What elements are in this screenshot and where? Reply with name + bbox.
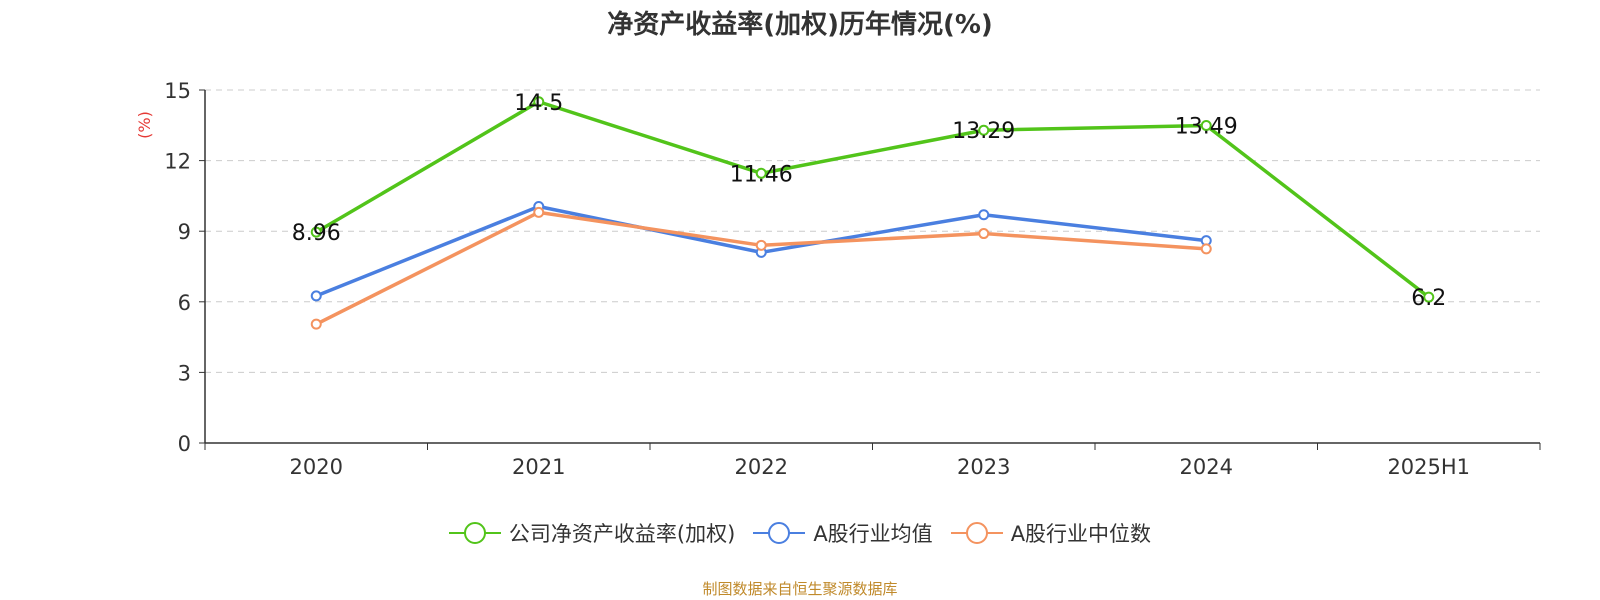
legend-item-1[interactable]: 公司净资产收益率(加权) bbox=[448, 518, 736, 548]
legend-circle bbox=[768, 522, 791, 544]
legend-label: A股行业中位数 bbox=[1010, 522, 1152, 546]
data-point[interactable] bbox=[1200, 120, 1212, 132]
y-axis-label: (%) bbox=[135, 111, 154, 139]
y-tick-label: 9 bbox=[178, 220, 191, 244]
x-tick-label: 2021 bbox=[512, 455, 565, 479]
data-point[interactable] bbox=[978, 209, 990, 221]
data-label: 13.29 bbox=[952, 119, 1015, 144]
legend-circle bbox=[463, 522, 486, 544]
data-labels: 8.96 14.5 11.46 13.29 13.49 6.2 bbox=[292, 91, 1446, 311]
y-tick-label: 6 bbox=[178, 291, 191, 315]
data-point[interactable] bbox=[755, 239, 767, 251]
y-tick-label: 15 bbox=[164, 79, 191, 103]
series-line-1 bbox=[315, 100, 1430, 299]
legend-label: 公司净资产收益率(加权) bbox=[508, 522, 736, 546]
x-tick-label: 2023 bbox=[957, 455, 1010, 479]
x-tick-label: 2025H1 bbox=[1387, 455, 1470, 479]
series bbox=[310, 96, 1435, 330]
legend: 公司净资产收益率(加权) A股行业均值 A股行业中位数 bbox=[0, 518, 1600, 548]
legend-item-3[interactable]: A股行业中位数 bbox=[950, 518, 1152, 548]
chart-title: 净资产收益率(加权)历年情况(%) bbox=[607, 10, 993, 40]
y-tick-label: 3 bbox=[178, 361, 191, 385]
y-tick-label: 0 bbox=[178, 432, 191, 456]
y-tick-label: 12 bbox=[164, 150, 191, 174]
data-point[interactable] bbox=[755, 167, 767, 179]
data-label: 8.96 bbox=[292, 221, 341, 246]
data-label: 11.46 bbox=[730, 162, 793, 187]
data-point[interactable] bbox=[978, 228, 990, 240]
data-point[interactable] bbox=[310, 290, 322, 302]
data-label: 6.2 bbox=[1411, 286, 1446, 311]
data-label: 14.5 bbox=[514, 91, 563, 116]
data-point[interactable] bbox=[310, 318, 322, 330]
data-point[interactable] bbox=[1423, 291, 1435, 303]
axes: 0 3 6 9 12 15 (%) 2020 2021 2022 2023 2024 2025H1 bbox=[135, 79, 1541, 479]
legend-marker-icon bbox=[448, 522, 501, 544]
legend-marker-icon bbox=[950, 522, 1003, 544]
legend-circle bbox=[965, 522, 988, 544]
source-note: 制图数据来自恒生聚源数据库 bbox=[702, 580, 898, 598]
legend-item-2[interactable]: A股行业均值 bbox=[753, 518, 933, 548]
data-point[interactable] bbox=[310, 226, 322, 238]
data-label: 13.49 bbox=[1175, 115, 1238, 140]
data-point[interactable] bbox=[533, 96, 545, 108]
x-tick-label: 2022 bbox=[735, 455, 788, 479]
x-tick-label: 2020 bbox=[290, 455, 343, 479]
legend-label: A股行业均值 bbox=[813, 522, 933, 546]
gridlines bbox=[205, 89, 1540, 373]
series-line-3 bbox=[315, 210, 1207, 326]
data-point[interactable] bbox=[978, 124, 990, 136]
legend-marker-icon bbox=[753, 522, 806, 544]
data-point[interactable] bbox=[1200, 243, 1212, 255]
data-point[interactable] bbox=[533, 206, 545, 218]
x-tick-label: 2024 bbox=[1180, 455, 1233, 479]
